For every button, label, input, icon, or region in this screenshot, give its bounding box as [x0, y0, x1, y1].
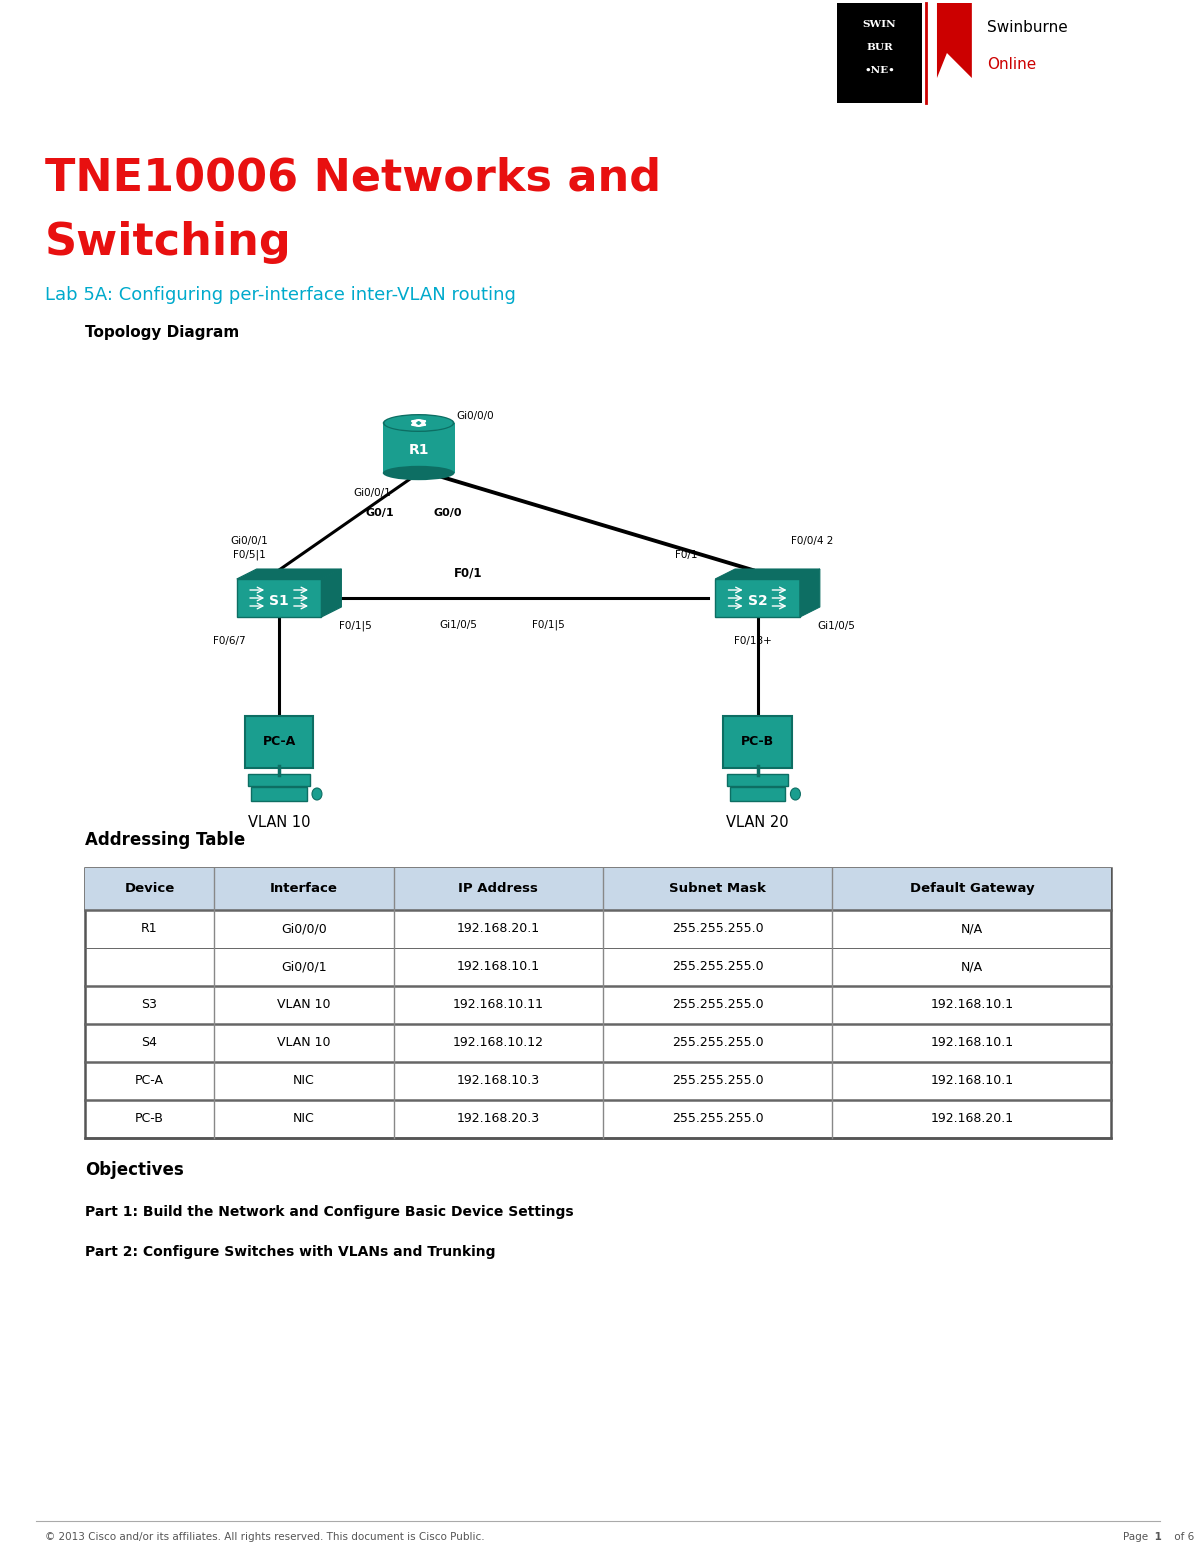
Text: of 6: of 6 [1171, 1531, 1194, 1542]
Ellipse shape [383, 466, 455, 480]
Text: 192.168.10.1: 192.168.10.1 [930, 999, 1014, 1011]
Text: VLAN 10: VLAN 10 [248, 815, 311, 831]
Text: Interface: Interface [270, 882, 338, 896]
Polygon shape [236, 568, 341, 579]
FancyBboxPatch shape [85, 868, 1111, 1138]
Text: F0/1: F0/1 [455, 567, 482, 579]
Text: 192.168.20.1: 192.168.20.1 [457, 922, 540, 935]
FancyBboxPatch shape [727, 773, 788, 786]
FancyBboxPatch shape [248, 773, 310, 786]
Text: 192.168.20.1: 192.168.20.1 [930, 1112, 1014, 1126]
Text: VLAN 20: VLAN 20 [726, 815, 788, 831]
FancyBboxPatch shape [838, 3, 922, 102]
Text: S3: S3 [142, 999, 157, 1011]
Polygon shape [800, 568, 820, 617]
Text: N/A: N/A [961, 922, 983, 935]
FancyBboxPatch shape [85, 868, 1111, 910]
Text: 255.255.255.0: 255.255.255.0 [672, 1075, 763, 1087]
Text: N/A: N/A [961, 960, 983, 974]
Text: 192.168.10.1: 192.168.10.1 [457, 960, 540, 974]
Text: 192.168.10.1: 192.168.10.1 [930, 1075, 1014, 1087]
Text: 192.168.10.11: 192.168.10.11 [452, 999, 544, 1011]
Ellipse shape [791, 787, 800, 800]
Text: IP Address: IP Address [458, 882, 539, 896]
FancyBboxPatch shape [245, 716, 313, 769]
Text: TNE10006 Networks and: TNE10006 Networks and [44, 157, 661, 199]
Text: 1: 1 [1151, 1531, 1162, 1542]
Text: VLAN 10: VLAN 10 [277, 999, 331, 1011]
Text: R1: R1 [142, 922, 158, 935]
Text: Topology Diagram: Topology Diagram [85, 326, 239, 340]
Text: G0/0: G0/0 [433, 508, 462, 519]
Text: •NE•: •NE• [864, 67, 895, 76]
Text: F0/5|1: F0/5|1 [233, 550, 265, 561]
Text: PC-B: PC-B [136, 1112, 164, 1126]
Ellipse shape [312, 787, 322, 800]
Ellipse shape [383, 415, 455, 432]
Text: Gi0/0/0: Gi0/0/0 [456, 412, 494, 421]
FancyBboxPatch shape [251, 787, 307, 801]
Text: S1: S1 [269, 593, 289, 609]
Text: Device: Device [125, 882, 175, 896]
Text: PC-A: PC-A [263, 736, 295, 749]
Text: Subnet Mask: Subnet Mask [670, 882, 766, 896]
Text: 255.255.255.0: 255.255.255.0 [672, 922, 763, 935]
Text: BUR: BUR [866, 43, 893, 53]
Polygon shape [715, 568, 820, 579]
Text: Gi0/0/1: Gi0/0/1 [353, 488, 391, 499]
Text: 192.168.10.12: 192.168.10.12 [452, 1036, 544, 1050]
Text: G0/1: G0/1 [365, 508, 394, 519]
Text: NIC: NIC [293, 1112, 314, 1126]
Text: R1: R1 [408, 443, 428, 457]
Text: SWIN: SWIN [863, 20, 896, 30]
Text: Online: Online [986, 57, 1036, 73]
Text: Gi0/0/0: Gi0/0/0 [281, 922, 326, 935]
Polygon shape [937, 3, 972, 78]
Text: Switching: Switching [44, 222, 292, 264]
Text: S2: S2 [748, 593, 768, 609]
Text: 255.255.255.0: 255.255.255.0 [672, 1036, 763, 1050]
Text: F0/1|5: F0/1|5 [532, 620, 564, 631]
Ellipse shape [384, 415, 452, 430]
Text: Addressing Table: Addressing Table [85, 831, 245, 849]
Text: Swinburne: Swinburne [986, 20, 1068, 36]
Text: Gi1/0/5: Gi1/0/5 [439, 620, 478, 631]
FancyBboxPatch shape [730, 787, 786, 801]
Text: S4: S4 [142, 1036, 157, 1050]
Text: NIC: NIC [293, 1075, 314, 1087]
Text: 255.255.255.0: 255.255.255.0 [672, 960, 763, 974]
Text: Gi1/0/5: Gi1/0/5 [817, 621, 856, 631]
Text: VLAN 10: VLAN 10 [277, 1036, 331, 1050]
Text: Default Gateway: Default Gateway [910, 882, 1034, 896]
Polygon shape [322, 568, 341, 617]
Text: 255.255.255.0: 255.255.255.0 [672, 1112, 763, 1126]
FancyBboxPatch shape [383, 422, 455, 474]
Text: 192.168.10.3: 192.168.10.3 [457, 1075, 540, 1087]
Text: PC-A: PC-A [136, 1075, 164, 1087]
Text: PC-B: PC-B [740, 736, 774, 749]
FancyBboxPatch shape [236, 579, 322, 617]
Text: Gi0/0/1: Gi0/0/1 [281, 960, 326, 974]
Text: F0/6/7: F0/6/7 [212, 637, 246, 646]
Text: Page: Page [1123, 1531, 1151, 1542]
Text: Objectives: Objectives [85, 1162, 184, 1179]
Text: 255.255.255.0: 255.255.255.0 [672, 999, 763, 1011]
Text: Gi0/0/1: Gi0/0/1 [230, 536, 268, 547]
Text: Part 2: Configure Switches with VLANs and Trunking: Part 2: Configure Switches with VLANs an… [85, 1246, 496, 1259]
Text: Lab 5A: Configuring per-interface inter-VLAN routing: Lab 5A: Configuring per-interface inter-… [44, 286, 516, 304]
Text: 192.168.10.1: 192.168.10.1 [930, 1036, 1014, 1050]
Text: © 2013 Cisco and/or its affiliates. All rights reserved. This document is Cisco : © 2013 Cisco and/or its affiliates. All … [44, 1531, 485, 1542]
FancyBboxPatch shape [724, 716, 792, 769]
Text: F0/18+: F0/18+ [733, 637, 772, 646]
Text: F0/1|5: F0/1|5 [338, 621, 372, 631]
Text: Part 1: Build the Network and Configure Basic Device Settings: Part 1: Build the Network and Configure … [85, 1205, 574, 1219]
Text: F0/0/4 2: F0/0/4 2 [791, 536, 834, 547]
Text: F0/1: F0/1 [674, 550, 697, 561]
FancyBboxPatch shape [715, 579, 800, 617]
Text: 192.168.20.3: 192.168.20.3 [457, 1112, 540, 1126]
